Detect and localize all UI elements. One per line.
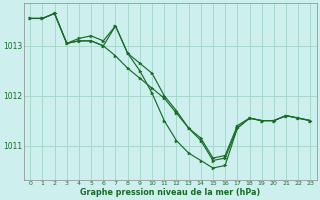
X-axis label: Graphe pression niveau de la mer (hPa): Graphe pression niveau de la mer (hPa): [80, 188, 260, 197]
